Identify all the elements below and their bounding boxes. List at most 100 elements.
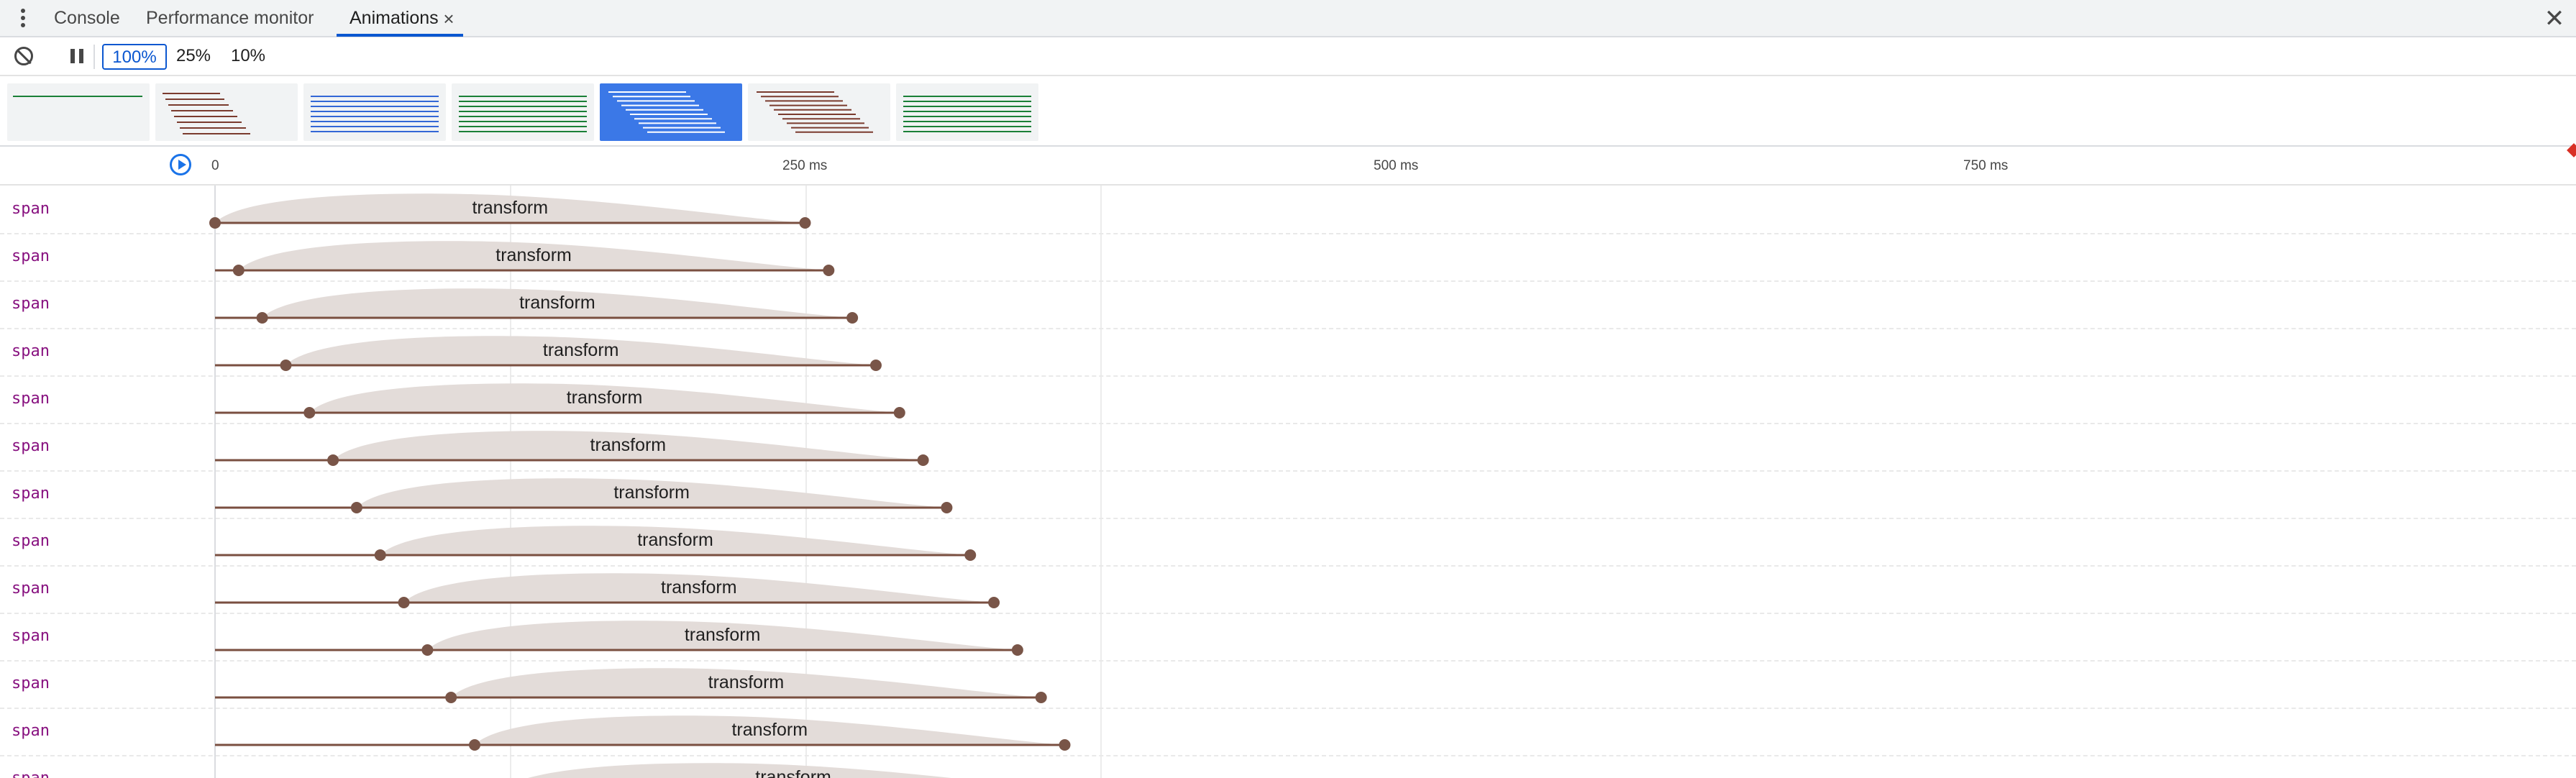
preview-thumbnail-3[interactable] [303, 83, 446, 141]
animation-row[interactable]: span [0, 756, 2576, 778]
node-label[interactable]: span [12, 295, 50, 313]
preview-thumbnail-1[interactable] [7, 83, 150, 141]
keyframe-curve [262, 288, 853, 318]
animation-name-label: transform [685, 625, 761, 645]
end-keyframe-handle[interactable] [1059, 739, 1071, 751]
node-label[interactable]: span [12, 674, 50, 692]
playback-rate-100-button[interactable]: 100% [102, 44, 167, 70]
close-drawer-icon[interactable]: ✕ [2544, 5, 2565, 32]
keyframe-curve [356, 478, 947, 508]
end-keyframe-handle[interactable] [964, 549, 977, 561]
tick-label-250: 250 ms [782, 158, 828, 173]
node-label[interactable]: span [12, 627, 50, 645]
animation-name-label: transform [543, 340, 619, 360]
toolbar-divider [93, 45, 95, 69]
animation-row[interactable]: span [0, 567, 2576, 614]
animation-name-label: transform [731, 720, 808, 740]
keyframe-curve [309, 383, 900, 413]
node-label[interactable]: span [12, 532, 50, 550]
start-keyframe-handle[interactable] [209, 217, 221, 229]
keyframe-curve [238, 241, 829, 270]
tick-label-500: 500 ms [1374, 158, 1419, 173]
replay-icon[interactable] [170, 154, 191, 175]
end-keyframe-handle[interactable] [869, 360, 882, 371]
node-label[interactable]: span [12, 437, 50, 455]
animation-row[interactable]: span [0, 709, 2576, 756]
animation-row[interactable]: span [0, 424, 2576, 472]
animation-name-label: transform [495, 245, 572, 265]
animation-row[interactable]: span [0, 187, 2576, 234]
animation-row[interactable]: span [0, 377, 2576, 424]
start-keyframe-handle[interactable] [256, 312, 268, 324]
start-keyframe-handle[interactable] [398, 597, 410, 608]
keyframe-curve [475, 715, 1065, 745]
start-keyframe-handle[interactable] [232, 265, 245, 276]
tab-console[interactable]: Console [54, 8, 120, 28]
end-keyframe-handle[interactable] [1035, 692, 1047, 703]
start-keyframe-handle[interactable] [350, 502, 362, 513]
end-keyframe-handle[interactable] [846, 312, 859, 324]
keyframe-curve [215, 193, 805, 223]
preview-thumbnail-2[interactable] [155, 83, 298, 141]
animation-name-label: transform [637, 530, 713, 550]
preview-thumbnail-5[interactable] [600, 83, 742, 141]
keyframe-curve [427, 621, 1018, 650]
animation-name-label: transform [472, 198, 548, 218]
drawer-tab-bar: Console Performance monitor Animations ×… [0, 0, 2576, 37]
timeline-header: 0 250 ms 500 ms 750 ms [0, 147, 2576, 186]
tick-label-750: 750 ms [1963, 158, 2009, 173]
animation-name-label: transform [613, 482, 690, 503]
animation-group-previews [0, 76, 2576, 147]
more-tabs-icon[interactable] [14, 9, 32, 29]
tab-animations[interactable]: Animations [350, 8, 439, 28]
animation-timelines: transform transform transform transform tran… [209, 193, 1071, 778]
end-keyframe-handle[interactable] [941, 502, 953, 513]
start-keyframe-handle[interactable] [469, 739, 481, 751]
animation-row[interactable]: span [0, 614, 2576, 662]
animation-row[interactable]: span [0, 234, 2576, 282]
end-keyframe-handle[interactable] [988, 597, 1000, 608]
end-keyframe-handle[interactable] [799, 217, 811, 229]
animation-row[interactable]: span [0, 329, 2576, 377]
animation-rows: span span span span span span span span span span… [0, 187, 2576, 778]
tab-performance-monitor[interactable]: Performance monitor [146, 8, 314, 28]
start-keyframe-handle[interactable] [327, 454, 339, 466]
node-label[interactable]: span [12, 580, 50, 598]
preview-thumbnail-7[interactable] [896, 83, 1038, 141]
pause-all-icon[interactable] [69, 49, 85, 65]
node-label[interactable]: span [12, 342, 50, 360]
node-label[interactable]: span [12, 200, 50, 218]
preview-thumbnail-6[interactable] [748, 83, 890, 141]
start-keyframe-handle[interactable] [421, 644, 434, 656]
end-keyframe-handle[interactable] [1011, 644, 1023, 656]
start-keyframe-handle[interactable] [445, 692, 457, 703]
animation-row[interactable]: span [0, 662, 2576, 709]
keyframe-curve [333, 431, 923, 460]
node-label[interactable]: span [12, 722, 50, 740]
animation-name-label: transform [590, 435, 667, 455]
preview-thumbnail-4[interactable] [452, 83, 594, 141]
animation-row[interactable]: span [0, 472, 2576, 519]
end-keyframe-handle[interactable] [893, 407, 905, 418]
active-tab-indicator [337, 34, 463, 37]
node-label[interactable]: span [12, 769, 50, 778]
end-keyframe-handle[interactable] [823, 265, 835, 276]
start-keyframe-handle[interactable] [374, 549, 386, 561]
animation-name-label: transform [519, 293, 595, 313]
start-keyframe-handle[interactable] [280, 360, 292, 371]
node-label[interactable]: span [12, 247, 50, 265]
animation-row[interactable]: span [0, 519, 2576, 567]
end-keyframe-handle[interactable] [917, 454, 929, 466]
animation-row[interactable]: span [0, 282, 2576, 329]
node-label[interactable]: span [12, 390, 50, 408]
playback-rate-25-button[interactable]: 25% [175, 46, 211, 65]
close-tab-icon[interactable]: × [443, 8, 455, 29]
keyframe-curve [286, 336, 876, 365]
keyframe-curve [403, 573, 995, 603]
clear-all-icon[interactable] [14, 47, 33, 65]
keyframe-curve [451, 668, 1041, 697]
keyframe-curve [380, 526, 971, 555]
playback-rate-10-button[interactable]: 10% [230, 46, 266, 65]
node-label[interactable]: span [12, 485, 50, 503]
start-keyframe-handle[interactable] [303, 407, 316, 418]
